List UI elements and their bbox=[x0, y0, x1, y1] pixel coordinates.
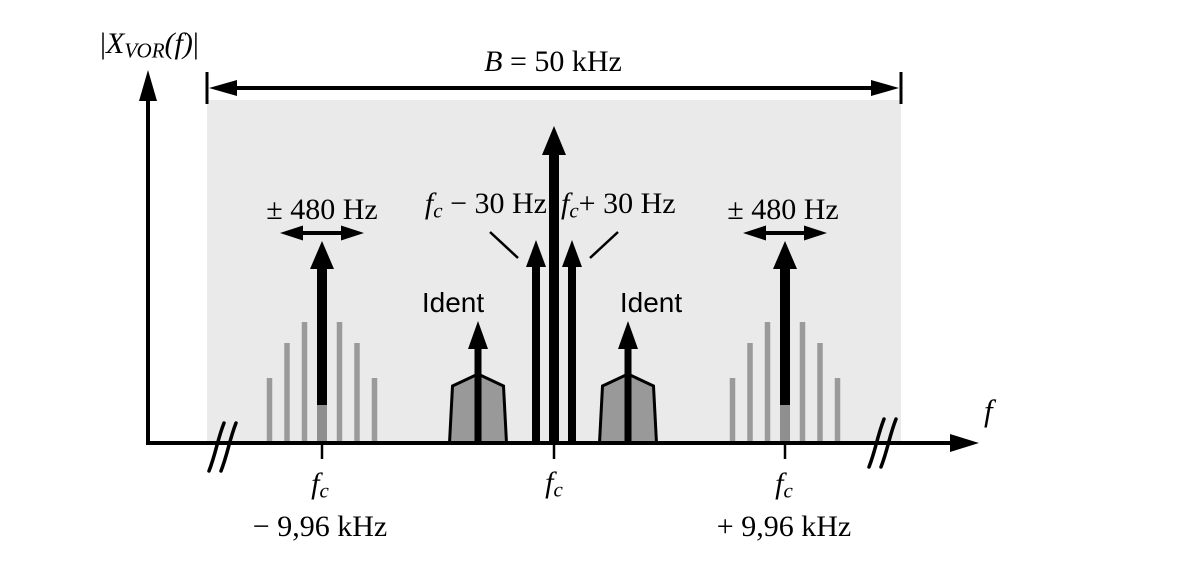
bandwidth-value: = 50 kHz bbox=[502, 45, 622, 78]
fc-symbol: f bbox=[561, 187, 570, 220]
carrier-arrowhead bbox=[542, 126, 566, 155]
fc-subscript: c bbox=[569, 198, 579, 223]
arrowhead-left-icon bbox=[280, 225, 303, 241]
sideband-arrowhead-lower bbox=[526, 240, 546, 267]
bandwidth-label: B = 50 kHz bbox=[403, 45, 703, 79]
signal-symbol: X bbox=[106, 27, 125, 60]
fc-subscript: c bbox=[319, 478, 329, 503]
fc-line: fc bbox=[239, 466, 401, 509]
fc-symbol: f bbox=[545, 466, 554, 499]
ident-label-right: Ident bbox=[619, 287, 683, 318]
bandwidth-symbol: B bbox=[484, 45, 503, 78]
deviation-arrow-right bbox=[743, 225, 827, 241]
fc-symbol: f bbox=[311, 467, 320, 500]
arrowhead-right-icon bbox=[341, 225, 364, 241]
abs-bar: | bbox=[100, 27, 107, 60]
signal-subscript: VOR bbox=[124, 38, 165, 63]
fc-subscript: c bbox=[553, 477, 563, 502]
axis-break-right bbox=[867, 417, 898, 469]
subcarrier-bars-right bbox=[729, 322, 841, 443]
ident-arrowhead-right bbox=[618, 321, 638, 349]
subcarrier-arrowhead-left bbox=[310, 241, 334, 269]
abs-bar: | bbox=[192, 27, 199, 60]
arrowhead-right-icon bbox=[871, 80, 899, 96]
carrier-lower-sideband-label: fc − 30 Hz bbox=[385, 187, 547, 228]
subcarrier-bars-left bbox=[266, 322, 378, 443]
break-slash bbox=[879, 417, 898, 469]
fc-symbol: f bbox=[424, 187, 434, 220]
break-slash bbox=[219, 421, 238, 473]
leader-line-upper bbox=[589, 231, 619, 259]
y-axis-label: |XVOR(f)| bbox=[100, 27, 199, 68]
sideband-offset: − 30 Hz bbox=[442, 187, 547, 220]
fc-subscript: c bbox=[433, 198, 443, 223]
x-axis-arrowhead bbox=[950, 434, 979, 452]
leader-line-lower bbox=[489, 231, 519, 259]
axis-break-left bbox=[207, 421, 238, 473]
subcarrier-arrow-base-left bbox=[317, 405, 327, 443]
y-axis-arrowhead bbox=[139, 70, 157, 101]
x-axis-label: f bbox=[984, 393, 993, 428]
subcarrier-arrowhead-right bbox=[773, 241, 797, 269]
carrier-upper-sideband-label: fc+ 30 Hz bbox=[561, 187, 676, 228]
arrowhead-left-icon bbox=[743, 225, 766, 241]
break-slash bbox=[207, 421, 226, 473]
sideband-arrowhead-upper bbox=[562, 240, 582, 267]
ident-label-left: Ident bbox=[421, 287, 485, 318]
fc-subscript: c bbox=[783, 478, 793, 503]
deviation-label-right: ± 480 Hz bbox=[727, 193, 839, 226]
bandwidth-dimension bbox=[205, 72, 903, 104]
signal-argument: (f) bbox=[164, 27, 193, 60]
fc-line: fc bbox=[703, 466, 865, 509]
break-slash bbox=[867, 417, 886, 469]
ident-arrowhead-left bbox=[468, 321, 488, 349]
axis-tick-label-left: fc − 9,96 kHz bbox=[239, 466, 401, 544]
offset-line: − 9,96 kHz bbox=[252, 509, 388, 543]
subcarrier-arrow-base-right bbox=[780, 405, 790, 443]
fc-symbol: f bbox=[775, 467, 784, 500]
deviation-label-left: ± 480 Hz bbox=[266, 193, 378, 226]
deviation-arrow-left bbox=[280, 225, 364, 241]
axis-tick-label-center: fc bbox=[504, 466, 604, 507]
sideband-offset: + 30 Hz bbox=[578, 187, 676, 220]
offset-line: + 9,96 kHz bbox=[716, 509, 852, 543]
axis-tick-label-right: fc + 9,96 kHz bbox=[703, 466, 865, 544]
arrowhead-left-icon bbox=[209, 80, 237, 96]
arrowhead-right-icon bbox=[804, 225, 827, 241]
